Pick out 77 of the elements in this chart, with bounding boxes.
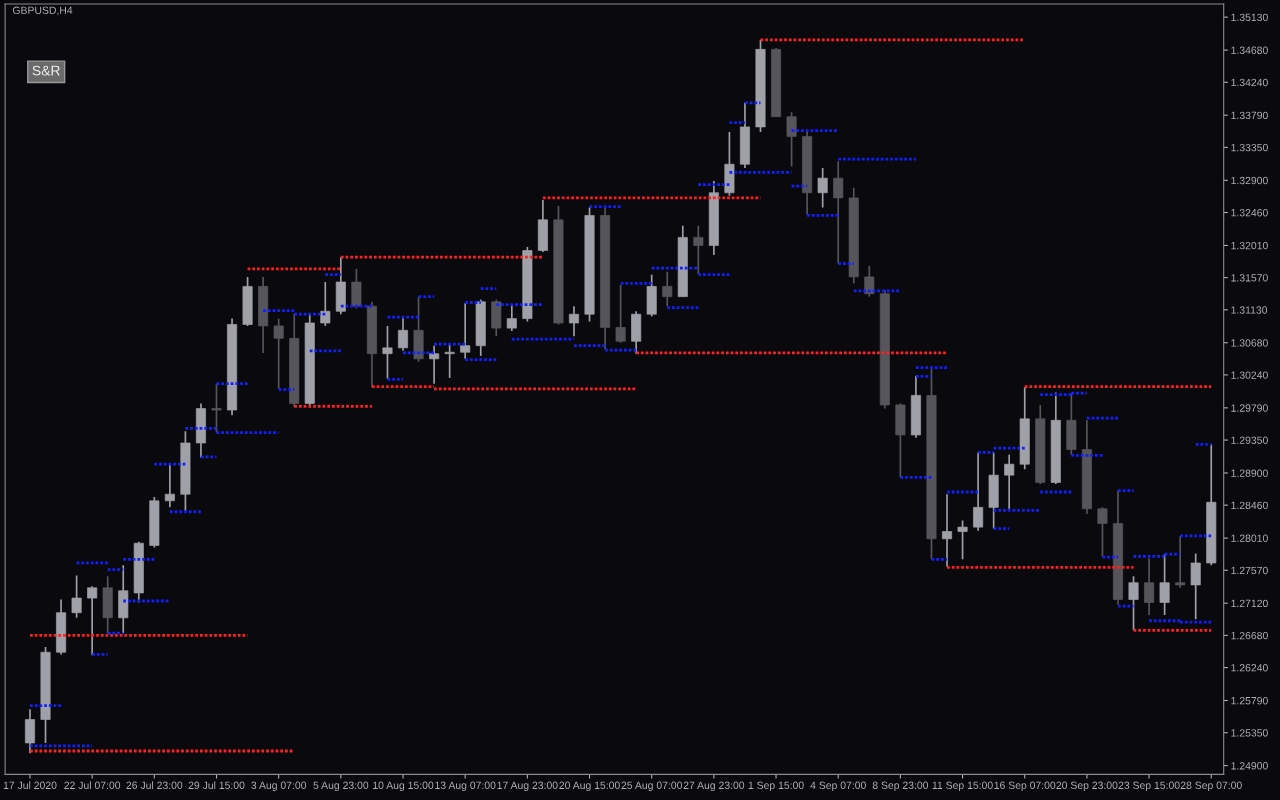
candlestick [87, 585, 98, 656]
candlestick [1097, 506, 1108, 558]
x-tick-label: 22 Jul 07:00 [64, 781, 121, 789]
candlestick [320, 281, 331, 327]
candlestick [1175, 535, 1186, 589]
x-tick-label: 5 Aug 23:00 [313, 781, 369, 792]
y-tick-label: 1.32010 [1231, 241, 1268, 250]
y-tick-label: 1.27570 [1231, 566, 1268, 575]
candlestick [957, 519, 968, 561]
candlestick [398, 316, 409, 352]
candlestick [942, 493, 953, 568]
y-tick-label: 1.25790 [1231, 697, 1268, 705]
y-tick-label: 1.32900 [1231, 176, 1268, 185]
x-tick-label: 26 Jul 23:00 [126, 781, 183, 789]
candlestick [693, 224, 704, 275]
x-tick-label: 29 Jul 15:00 [188, 781, 245, 789]
y-tick-label: 1.26680 [1231, 631, 1268, 640]
candlestick [164, 463, 175, 509]
x-tick-label: 28 Sep 07:00 [1180, 781, 1242, 792]
candlestick [833, 160, 844, 265]
y-tick-label: 1.29350 [1231, 436, 1268, 444]
candlestick [662, 270, 673, 307]
chart-title: GBPUSD,H4 [12, 6, 73, 16]
candlestick [1004, 453, 1015, 510]
y-tick-label: 1.33350 [1231, 143, 1268, 152]
candlestick [382, 325, 393, 380]
y-tick-label: 1.32460 [1231, 209, 1268, 217]
annotation: S&R [32, 65, 60, 76]
y-tick-label: 1.35130 [1231, 13, 1268, 22]
x-tick-label: 20 Sep 23:00 [1056, 781, 1118, 792]
y-tick-label: 1.27120 [1231, 599, 1268, 608]
y-tick-label: 1.28460 [1231, 501, 1268, 510]
x-tick-label: 16 Sep 07:00 [994, 781, 1056, 792]
y-tick-label: 1.28010 [1231, 534, 1268, 542]
candlestick [864, 265, 875, 298]
candlestick [1190, 552, 1201, 621]
x-tick-label: 20 Aug 15:00 [559, 781, 620, 792]
candlestick [1159, 553, 1170, 616]
candlestick [1144, 557, 1155, 616]
candlestick [615, 284, 626, 344]
x-tick-label: 27 Aug 23:00 [683, 781, 745, 792]
y-tick-label: 1.31130 [1231, 306, 1268, 314]
y-tick-label: 1.26240 [1231, 664, 1268, 672]
x-tick-label: 3 Aug 07:00 [251, 781, 307, 792]
x-tick-label: 10 Aug 15:00 [373, 781, 434, 792]
candlestick [817, 167, 828, 209]
y-tick-label: 1.30680 [1231, 339, 1268, 347]
candlestick [444, 343, 455, 379]
x-tick-label: 25 Aug 07:00 [621, 781, 682, 792]
candlestick [1128, 575, 1139, 632]
x-tick-label: 8 Sep 23:00 [872, 781, 929, 792]
x-tick-label: 1 Sep 15:00 [748, 781, 804, 792]
x-tick-label: 17 Aug 23:00 [497, 781, 558, 792]
candlestick [506, 303, 517, 332]
y-tick-label: 1.24900 [1231, 762, 1268, 770]
candlestick [211, 382, 222, 434]
y-tick-label: 1.33790 [1231, 111, 1268, 120]
candlestick [786, 111, 797, 168]
y-tick-label: 1.34680 [1231, 46, 1268, 54]
candlestick [973, 451, 984, 532]
x-tick-label: 23 Sep 15:00 [1118, 781, 1180, 792]
y-tick-label: 1.25350 [1231, 729, 1268, 737]
x-tick-label: 11 Sep 15:00 [932, 781, 993, 792]
candlestick [24, 708, 35, 755]
x-tick-label: 13 Aug 07:00 [435, 781, 496, 792]
y-tick-label: 1.30240 [1231, 371, 1268, 379]
x-tick-label: 17 Jul 2020 [3, 781, 57, 789]
y-tick-label: 1.34240 [1231, 78, 1268, 87]
candlestick [460, 302, 471, 360]
y-tick-label: 1.31570 [1231, 274, 1268, 282]
candlestick [568, 305, 579, 337]
y-tick-label: 1.28900 [1231, 469, 1268, 477]
x-tick-label: 4 Sep 07:00 [810, 781, 866, 792]
candlestick [429, 344, 440, 385]
candlestick [71, 574, 82, 619]
y-tick-label: 1.29790 [1231, 404, 1268, 412]
candlestick [273, 317, 284, 390]
